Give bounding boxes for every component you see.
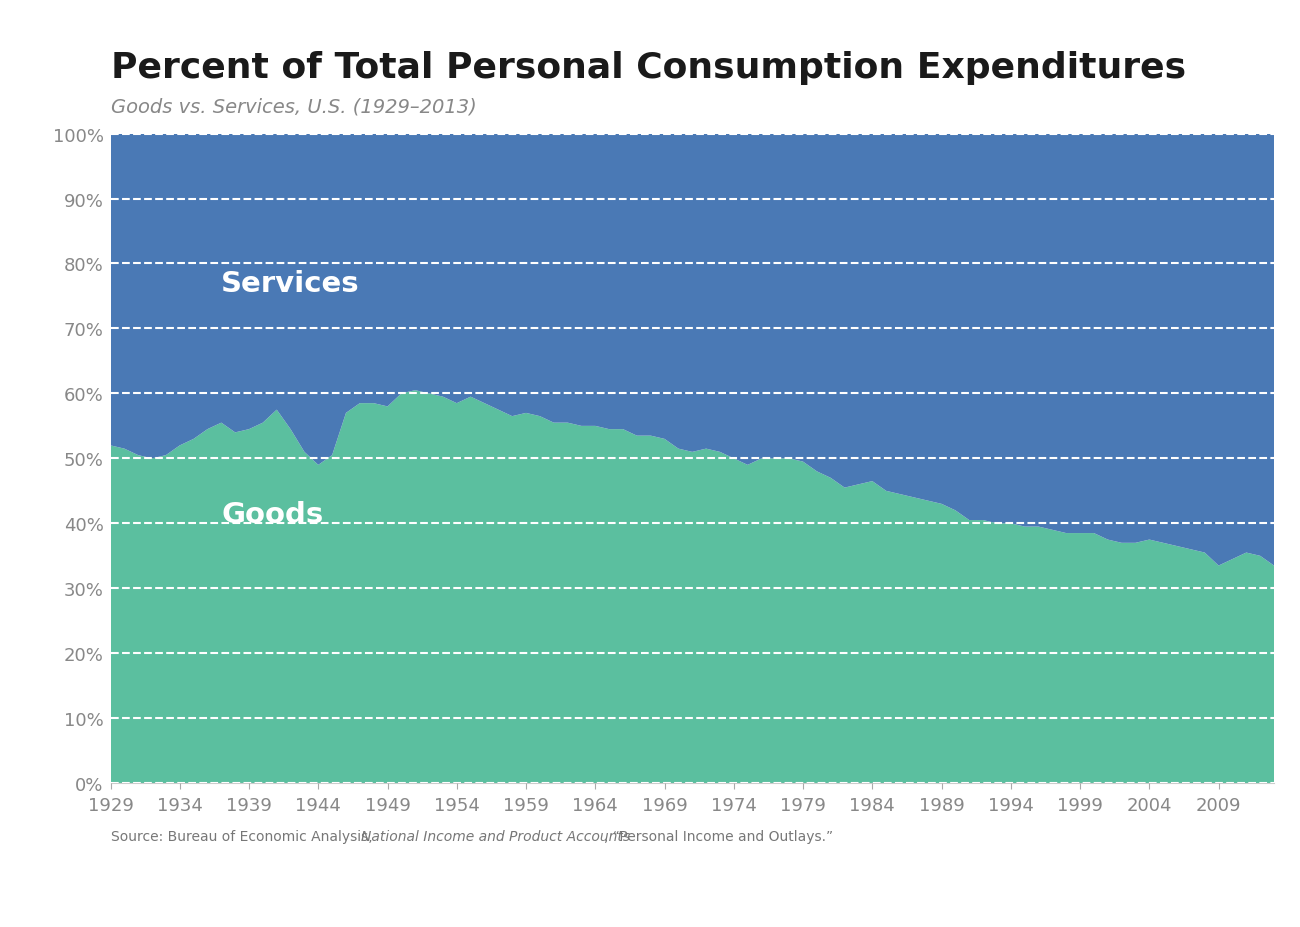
- Text: Source: Bureau of Economic Analysis,: Source: Bureau of Economic Analysis,: [111, 829, 377, 844]
- Text: Services: Services: [221, 270, 360, 298]
- Text: Percent of Total Personal Consumption Expenditures: Percent of Total Personal Consumption Ex…: [111, 51, 1186, 85]
- Text: @TaxFoundation: @TaxFoundation: [1143, 889, 1279, 908]
- Text: , “Personal Income and Outlays.”: , “Personal Income and Outlays.”: [604, 829, 833, 844]
- Text: National Income and Product Accounts: National Income and Product Accounts: [360, 829, 629, 844]
- Text: TAX FOUNDATION: TAX FOUNDATION: [21, 889, 215, 908]
- Text: Goods: Goods: [221, 500, 324, 528]
- Text: Goods vs. Services, U.S. (1929–2013): Goods vs. Services, U.S. (1929–2013): [111, 97, 476, 116]
